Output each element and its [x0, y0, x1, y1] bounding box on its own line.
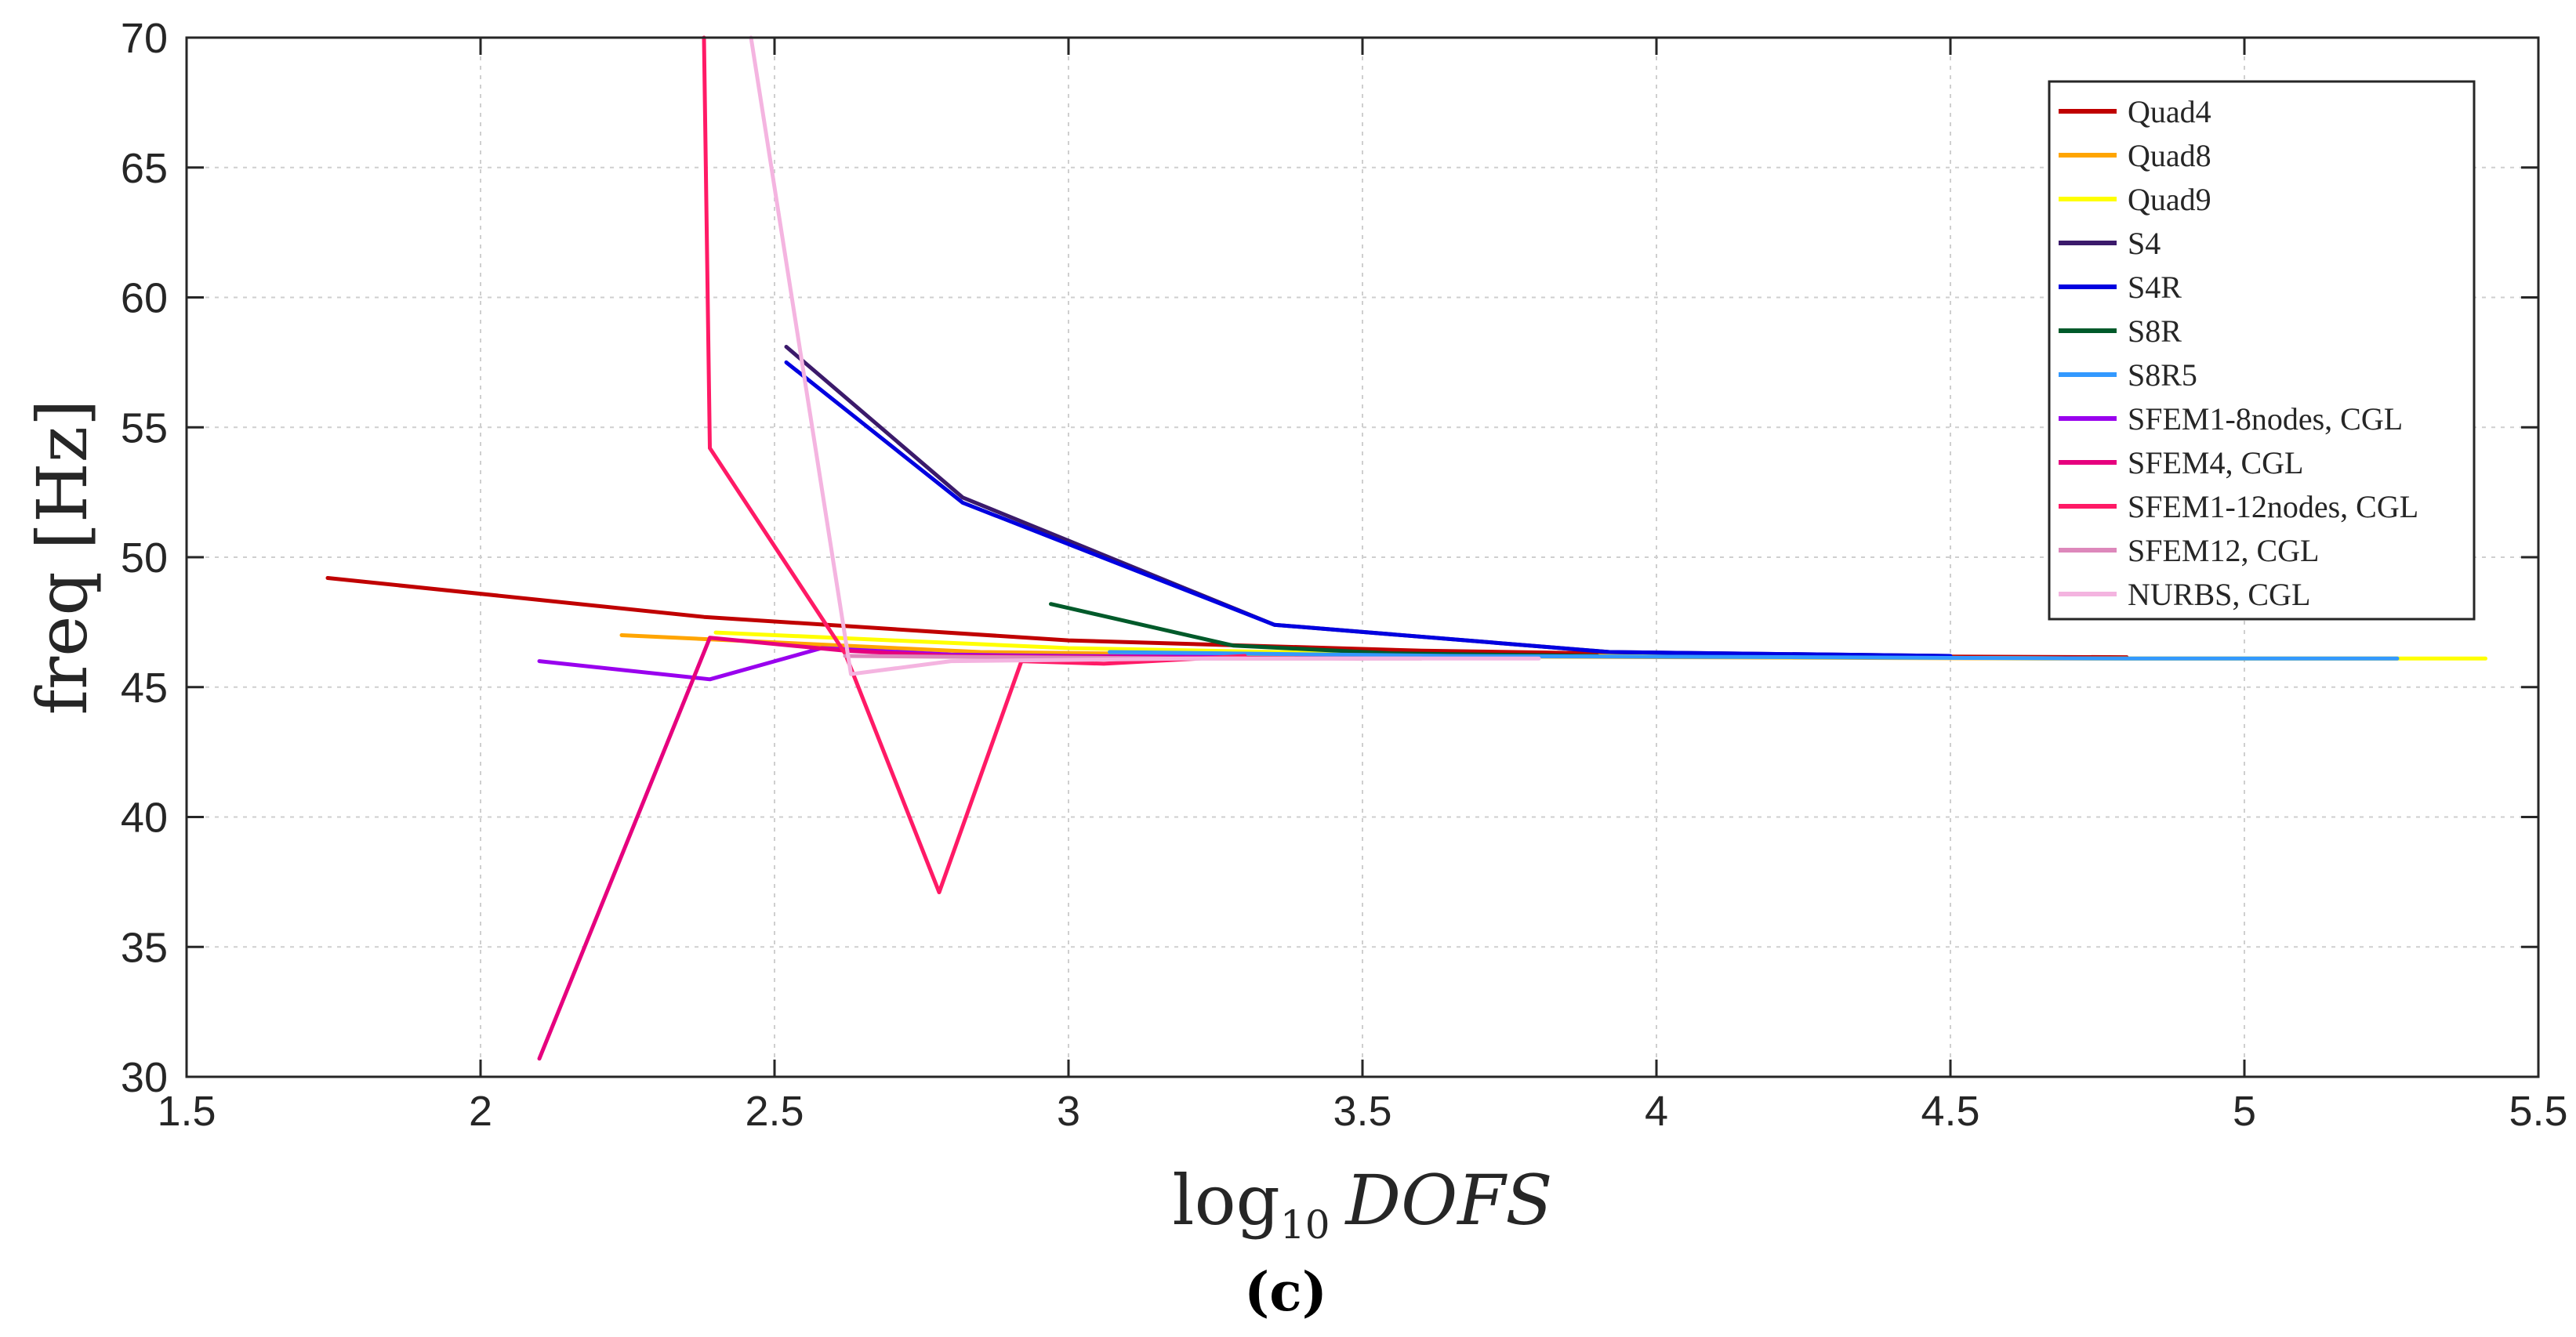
x-tick-label: 4.5 [1921, 1088, 1979, 1135]
x-tick-label: 4 [1645, 1088, 1668, 1135]
y-tick-label: 40 [121, 795, 168, 842]
series-line-sfem1-12nodes-cgl [702, 35, 1247, 895]
legend-entry: Quad9 [2128, 182, 2211, 217]
y-tick-label: 65 [121, 145, 168, 192]
legend-entry: SFEM1-8nodes, CGL [2128, 401, 2403, 437]
x-tick-label: 2.5 [745, 1088, 804, 1135]
legend-entry: SFEM1-12nodes, CGL [2128, 489, 2418, 524]
x-tick-label: 2 [469, 1088, 492, 1135]
legend-entry: NURBS, CGL [2128, 577, 2310, 612]
y-axis-title: freq [Hz] [22, 400, 103, 716]
x-axis-title-base: 10 [1280, 1202, 1330, 1248]
legend: Quad4 Quad8 Quad9 S4 S4R S8R S8R5 SFEM1-8nodes,… [2048, 80, 2476, 621]
legend-box [2048, 80, 2476, 621]
x-axis-title-log: log [1172, 1160, 1279, 1241]
legend-entry: SFEM12, CGL [2128, 533, 2320, 568]
series-layer [325, 35, 2487, 1061]
x-tick-label: 3.5 [1333, 1088, 1391, 1135]
series-line-s4r [784, 360, 1953, 658]
legend-entry: S8R [2128, 313, 2182, 349]
x-tick-label: 5.5 [2509, 1088, 2567, 1135]
legend-entry: Quad8 [2128, 138, 2211, 173]
y-tick-label: 35 [121, 924, 168, 971]
x-axis-title-var: DOFS [1344, 1160, 1553, 1241]
x-tick-label: 3 [1057, 1088, 1080, 1135]
x-tick-label: 1.5 [157, 1088, 216, 1135]
legend-entry: S8R5 [2128, 357, 2197, 393]
legend-entry: S4R [2128, 270, 2182, 305]
y-tick-label: 50 [121, 534, 168, 582]
legend-entry: S4 [2128, 226, 2161, 261]
x-axis-title: log10 DOFS [1172, 1160, 1552, 1248]
y-tick-label: 30 [121, 1054, 168, 1101]
legend-entry: Quad4 [2128, 94, 2211, 129]
y-tick-label: 55 [121, 404, 168, 451]
y-tick-label: 70 [121, 15, 168, 62]
legend-entry: SFEM4, CGL [2128, 445, 2304, 480]
ticks: 1.5 2 2.5 3 3.5 4 4.5 5 5.5 30 35 40 45 50 55 60 65 70 [121, 15, 2568, 1135]
y-tick-label: 45 [121, 665, 168, 712]
series-line-s8r5 [1108, 650, 2400, 661]
series-line-nurbs-cgl [749, 35, 1541, 676]
y-tick-label: 60 [121, 275, 168, 322]
x-tick-label: 5 [2233, 1088, 2256, 1135]
panel-label: (c) [1244, 1261, 1327, 1324]
